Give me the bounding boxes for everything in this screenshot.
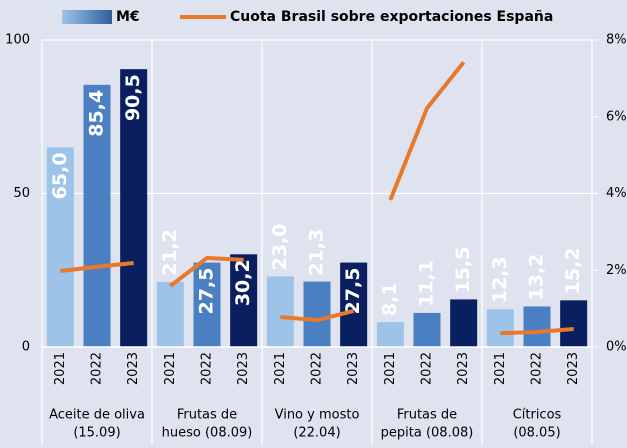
line	[388, 61, 466, 201]
bar	[450, 299, 478, 347]
legend-label: M€	[116, 9, 140, 25]
legend-label: Cuota Brasil sobre exportaciones España	[230, 9, 553, 25]
group-label: pepita (08.08)	[381, 426, 474, 441]
value-label: 21,3	[306, 229, 328, 276]
x-tick-label: 2022	[310, 352, 325, 385]
y2-tick-label: 6%	[606, 109, 627, 124]
bar	[266, 276, 294, 347]
y2-tick-label: 0%	[606, 340, 627, 355]
x-tick-label: 2022	[90, 352, 105, 385]
bar	[340, 262, 368, 347]
y2-tick-label: 4%	[606, 186, 627, 201]
bar	[376, 322, 404, 347]
value-label: 15,5	[452, 247, 474, 294]
bar	[193, 262, 221, 347]
x-tick-label: 2022	[200, 352, 215, 385]
y-tick-label: 100	[5, 33, 30, 48]
value-label: 23,0	[269, 223, 291, 270]
value-label: 8,1	[379, 282, 401, 316]
x-tick-label: 2023	[566, 352, 581, 385]
line	[500, 326, 574, 336]
y-tick-label: 0	[22, 340, 30, 355]
line	[280, 308, 355, 323]
group-label: Frutas de	[397, 408, 457, 423]
line	[60, 260, 134, 274]
group-label: Cítricos	[513, 408, 562, 423]
x-tick-label: 2023	[126, 352, 141, 385]
bar	[303, 281, 331, 347]
y2-tick-label: 2%	[606, 263, 627, 278]
bar	[560, 300, 588, 347]
x-tick-label: 2021	[493, 352, 508, 385]
group-label: Aceite de oliva	[49, 408, 145, 423]
x-tick-label: 2022	[530, 352, 545, 385]
group-label: (15.09)	[73, 426, 120, 441]
bar	[46, 147, 74, 347]
value-label: 27,5	[196, 268, 218, 315]
value-label: 21,2	[159, 229, 181, 276]
x-tick-label: 2023	[346, 352, 361, 385]
y-tick-label: 50	[13, 186, 30, 201]
line	[169, 255, 244, 288]
value-label: 90,5	[122, 74, 144, 121]
value-label: 11,1	[416, 260, 438, 307]
bar	[413, 312, 441, 347]
value-label: 85,4	[86, 90, 108, 137]
value-label: 30,2	[232, 259, 254, 306]
group-label: Vino y mosto	[275, 408, 360, 423]
value-label: 13,2	[526, 254, 548, 301]
bar	[83, 84, 111, 348]
x-tick-label: 2023	[456, 352, 471, 385]
y2-tick-label: 8%	[606, 33, 627, 48]
value-label: 15,2	[562, 247, 584, 294]
value-label: 65,0	[49, 152, 71, 199]
bar	[156, 281, 184, 347]
group-label: Frutas de	[177, 408, 237, 423]
x-tick-label: 2023	[236, 352, 251, 385]
bar	[486, 309, 514, 347]
bar	[230, 254, 258, 347]
x-tick-label: 2021	[53, 352, 68, 385]
x-tick-label: 2021	[273, 352, 288, 385]
x-tick-label: 2021	[383, 352, 398, 385]
value-label: 27,5	[342, 268, 364, 315]
group-label: (22.04)	[293, 426, 340, 441]
value-label: 12,3	[489, 256, 511, 303]
group-label: hueso (08.09)	[162, 426, 253, 441]
x-tick-label: 2022	[420, 352, 435, 385]
bar	[120, 69, 148, 347]
bar	[523, 306, 551, 347]
legend-swatch	[62, 10, 112, 24]
group-label: (08.05)	[513, 426, 560, 441]
x-tick-label: 2021	[163, 352, 178, 385]
